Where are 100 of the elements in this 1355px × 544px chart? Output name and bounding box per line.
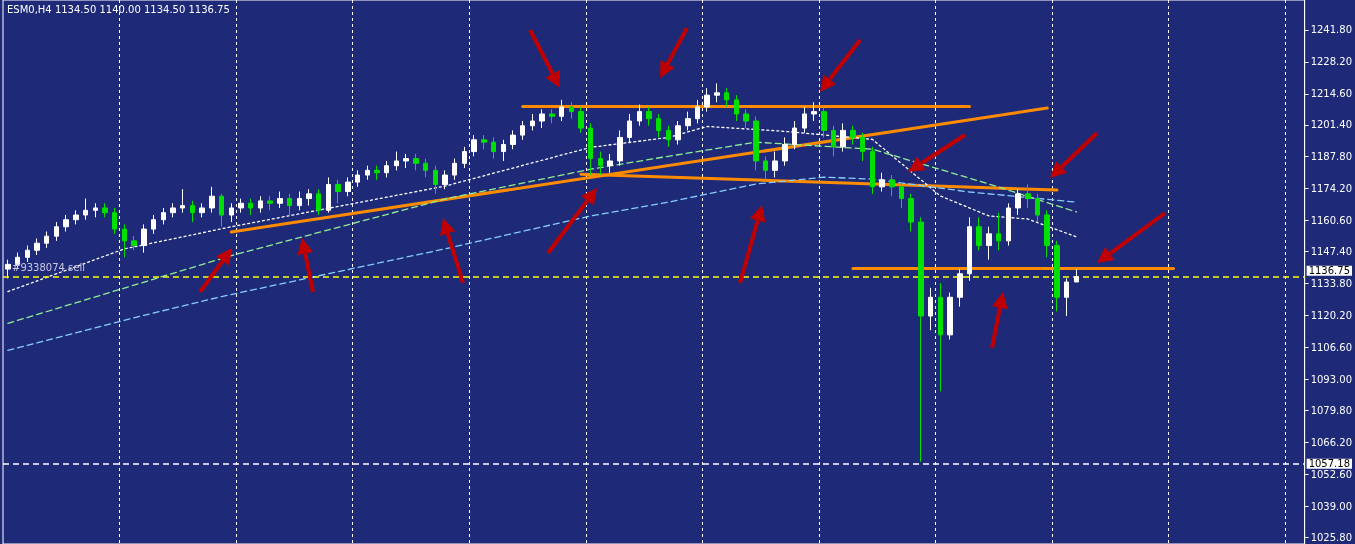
candlestick (25, 245, 30, 263)
candlestick (355, 169, 360, 188)
candlestick (996, 212, 1001, 251)
candlestick (501, 139, 506, 162)
candlestick (607, 153, 613, 174)
candlestick (267, 195, 273, 211)
candlestick (666, 125, 671, 148)
candlestick (530, 113, 535, 131)
candlestick (180, 188, 185, 214)
candlestick (520, 120, 525, 141)
candlestick (1064, 277, 1069, 317)
candlestick (918, 216, 924, 463)
candlestick (365, 165, 370, 181)
candlestick (219, 193, 224, 228)
y-tick-label: 1052.60 (1310, 468, 1353, 480)
candlestick (93, 202, 98, 218)
candlestick (122, 223, 127, 258)
candlestick (277, 191, 283, 209)
candlestick (131, 235, 137, 251)
candlestick (569, 101, 574, 120)
candlestick (209, 186, 215, 214)
candlestick (442, 169, 448, 190)
candlestick (821, 106, 827, 138)
candlestick (695, 99, 700, 124)
candlestick (850, 125, 856, 146)
candlestick (462, 146, 467, 169)
candlestick (452, 158, 457, 181)
candlestick (1044, 209, 1050, 258)
candlestick (413, 153, 419, 171)
candlestick (326, 176, 331, 214)
candlestick (229, 202, 234, 223)
candlestick (258, 195, 263, 214)
candlestick (491, 136, 496, 160)
candlestick (724, 87, 729, 108)
candlestick (5, 259, 11, 279)
y-tick-label: 1201.40 (1310, 119, 1353, 131)
candlestick (928, 287, 933, 331)
y-tick-label: 1214.60 (1310, 88, 1353, 100)
candlestick (879, 172, 885, 193)
candlestick (423, 158, 428, 178)
candlestick (161, 207, 166, 225)
candlestick (714, 82, 720, 103)
candlestick (102, 202, 108, 218)
candlestick (73, 209, 79, 225)
candlestick (976, 216, 982, 251)
candlestick (559, 99, 564, 122)
candlestick (578, 106, 584, 134)
candlestick (986, 226, 992, 261)
y-tick-label: 1174.20 (1310, 183, 1353, 195)
candlestick (374, 165, 380, 181)
candlestick (248, 198, 253, 216)
candlestick (549, 108, 555, 124)
candlestick (646, 106, 652, 127)
candlestick (394, 151, 399, 171)
candlestick (1025, 183, 1031, 209)
y-tick-label: 1241.80 (1310, 24, 1353, 36)
candlestick (763, 155, 768, 181)
candlestick (753, 115, 759, 171)
candlestick (743, 108, 749, 129)
candlestick (403, 153, 409, 169)
line-series (7, 141, 1078, 324)
y-tick-label: 1187.80 (1310, 151, 1353, 163)
y-tick-label: 1228.20 (1310, 56, 1353, 68)
candlestick (34, 238, 40, 256)
y-tick-label: 1160.60 (1310, 215, 1353, 227)
candlestick (656, 113, 661, 138)
candlestick (598, 151, 603, 176)
candlestick (1006, 202, 1011, 247)
candlestick (860, 132, 865, 162)
candlestick (112, 207, 117, 235)
candlestick (1054, 240, 1060, 312)
candlestick (141, 223, 147, 254)
y-tick-label: 1120.20 (1310, 310, 1353, 322)
candlestick (811, 101, 817, 122)
candlestick (190, 200, 195, 223)
candlestick (151, 214, 156, 235)
candlestick (588, 122, 593, 176)
candlestick (899, 181, 904, 209)
candlestick (83, 198, 88, 221)
y-tick-label: 1133.80 (1310, 278, 1353, 290)
candlestick (44, 230, 49, 249)
candlestick (772, 151, 778, 178)
candlestick (1035, 193, 1040, 223)
candlestick (947, 292, 953, 341)
candlestick (297, 191, 302, 211)
candlestick (938, 282, 943, 392)
y-tick-label: 1039.00 (1310, 500, 1353, 512)
candlestick (908, 193, 914, 232)
candlestick (617, 129, 623, 167)
candlestick (287, 193, 292, 216)
candlestick (306, 188, 312, 207)
candlestick (199, 202, 205, 218)
candlestick (54, 221, 59, 242)
y-tick-label: 1106.60 (1310, 342, 1353, 354)
candlestick (170, 202, 176, 218)
candlestick (335, 179, 341, 204)
candlestick (967, 216, 972, 282)
candlestick (1015, 188, 1021, 216)
candlestick (510, 129, 516, 150)
chart-title: ESM0,H4 1134.50 1140.00 1134.50 1136.75 (7, 4, 230, 15)
